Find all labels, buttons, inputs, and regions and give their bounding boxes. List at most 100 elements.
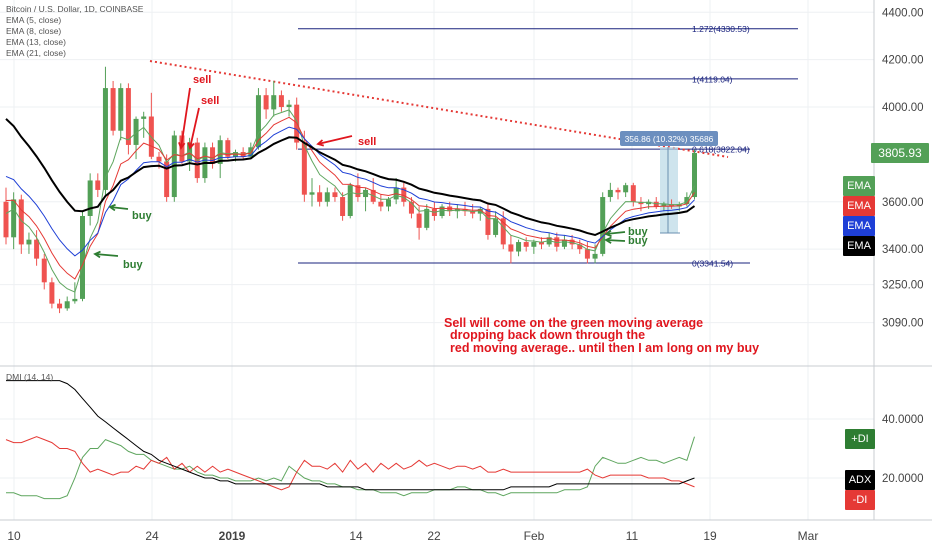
candle-body <box>125 88 131 145</box>
candle-body <box>18 199 24 245</box>
minus-di-line <box>5 436 695 491</box>
time-tick-label: 11 <box>626 529 639 543</box>
fib-level-label: 0.618(3822.04) <box>692 145 750 155</box>
candle-body <box>26 239 32 245</box>
time-tick-label: 10 <box>7 529 21 543</box>
buy-arrow-head <box>604 236 612 244</box>
candle-body <box>554 237 560 247</box>
dmi-pane <box>5 380 695 500</box>
dmi-tick-label: 20.0000 <box>882 473 924 485</box>
current-price-tag: 3805.93 <box>871 143 929 163</box>
ema8-line <box>5 116 695 280</box>
buy-arrow-head <box>604 229 612 238</box>
candle-body <box>156 156 162 162</box>
candle-body <box>309 192 315 195</box>
time-tick-label: 19 <box>703 529 717 543</box>
buy-arrow-head <box>108 203 116 212</box>
candle-body <box>102 88 108 190</box>
sell-arrow <box>189 107 200 149</box>
time-tick-label: Mar <box>798 529 819 543</box>
candle-body <box>615 189 621 193</box>
candle-body <box>340 197 346 216</box>
candles <box>3 66 697 314</box>
candle-body <box>584 249 590 259</box>
candle-body <box>600 197 606 254</box>
candle-body <box>485 208 491 235</box>
price-tick-label: 3400.00 <box>882 244 924 256</box>
buy-label: buy <box>628 226 648 238</box>
candle-body <box>439 206 445 216</box>
candle-body <box>332 192 338 198</box>
buy-arrow <box>109 206 129 210</box>
grid <box>0 0 874 520</box>
dmi-tick-label: 40.0000 <box>882 414 924 426</box>
candle-body <box>278 95 284 108</box>
candle-body <box>271 95 277 110</box>
legend-ema8: EMA (8, close) <box>6 26 62 36</box>
ema-lines <box>5 109 696 293</box>
sell-arrow <box>180 87 191 149</box>
fib-level-label: 1.272(4330.53) <box>692 24 750 34</box>
buy-arrow <box>605 231 626 235</box>
candle-body <box>424 208 430 228</box>
candle-body <box>500 218 506 245</box>
ema5-line <box>5 109 695 293</box>
candle-body <box>57 303 63 309</box>
plus-di-tag: +DI <box>845 429 875 449</box>
candle-body <box>523 242 529 247</box>
candle-body <box>41 258 47 283</box>
price-tick-label: 3090.00 <box>882 318 924 330</box>
candle-body <box>416 213 422 228</box>
candle-body <box>569 239 575 245</box>
price-tick-label: 3600.00 <box>882 197 924 209</box>
sell-arrow-head <box>178 142 186 150</box>
fib-level-label: 0(3341.54) <box>692 259 733 269</box>
candle-body <box>508 244 514 252</box>
sell-arrow <box>317 135 353 145</box>
sell-label: sell <box>193 74 211 86</box>
buy-label: buy <box>123 259 143 271</box>
candle-body <box>646 201 652 205</box>
candle-body <box>408 201 414 214</box>
ema21-line <box>5 118 696 237</box>
measure-box <box>660 147 678 233</box>
minus-di-tag: -DI <box>845 490 875 510</box>
price-tick-label: 4200.00 <box>882 55 924 67</box>
buy-label: buy <box>132 210 152 222</box>
buy-arrow <box>94 253 119 257</box>
candle-body <box>669 204 675 207</box>
candle-body <box>561 239 567 247</box>
legend-ema21: EMA (21, close) <box>6 48 66 58</box>
candle-body <box>577 244 583 250</box>
price-tick-label: 4000.00 <box>882 102 924 114</box>
measure-label-box <box>620 131 718 146</box>
measure-tool[interactable]: 356.86 (10.32%) 35686 <box>620 131 718 234</box>
note-text-line: red moving average.. until then I am lon… <box>450 341 759 355</box>
buy-arrow <box>605 239 626 242</box>
candle-body <box>87 180 93 216</box>
measure-label: 356.86 (10.32%) 35686 <box>625 134 714 144</box>
candle-body <box>80 215 85 299</box>
candle-body <box>317 192 323 202</box>
candle-body <box>72 298 78 302</box>
ema5-tag: EMA <box>843 176 875 196</box>
legend-ema13: EMA (13, close) <box>6 37 66 47</box>
candle-body <box>11 199 17 238</box>
candle-body <box>378 201 384 207</box>
sell-arrow-head <box>316 139 325 147</box>
legend: Bitcoin / U.S. Dollar, 1D, COINBASE EMA … <box>6 4 143 59</box>
price-tick-label: 4400.00 <box>882 7 924 19</box>
candle-body <box>470 211 476 214</box>
time-tick-label: 2019 <box>219 529 246 543</box>
candle-body <box>630 185 636 202</box>
sell-label: sell <box>201 95 219 107</box>
candle-body <box>225 140 231 157</box>
candle-body <box>34 239 40 259</box>
candle-body <box>95 180 101 190</box>
candle-body <box>133 118 139 145</box>
ema21-tag: EMA <box>843 236 875 256</box>
candle-body <box>661 204 667 207</box>
